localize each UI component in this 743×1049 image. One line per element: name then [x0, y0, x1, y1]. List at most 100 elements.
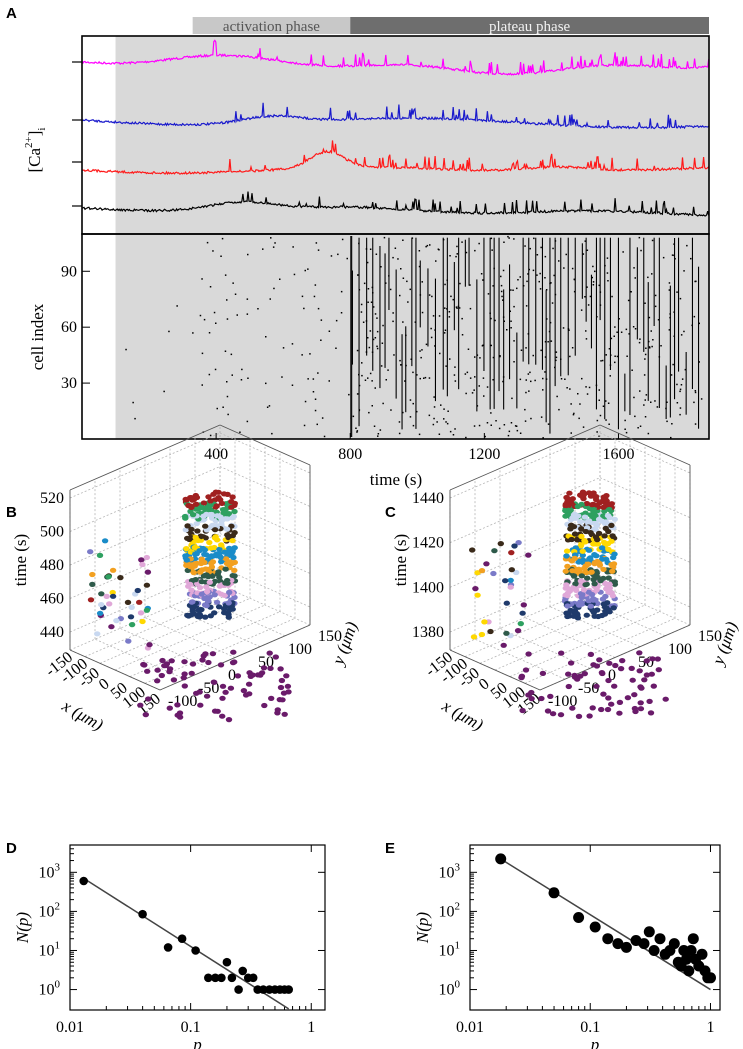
scatter-point: [221, 507, 228, 513]
raster-spike: [573, 278, 576, 281]
raster-spike: [558, 260, 560, 262]
scatter-point: [608, 701, 615, 707]
raster-spike: [672, 363, 674, 366]
raster-spike: [625, 328, 628, 331]
raster-spike: [492, 285, 494, 287]
raster-spike: [279, 278, 281, 280]
raster-spike: [262, 248, 264, 250]
raster-event: [554, 237, 556, 387]
raster-spike: [372, 306, 375, 308]
raster-spike: [624, 428, 626, 430]
raster-spike: [638, 236, 641, 239]
raster-event: [669, 285, 671, 418]
data-point: [668, 938, 680, 950]
raster-spike: [660, 345, 662, 347]
scatter-point: [595, 516, 603, 523]
box-edge: [449, 424, 601, 491]
raster-spike: [214, 368, 217, 371]
time-axis-label: time (s): [370, 470, 422, 489]
scatter-point: [609, 568, 616, 574]
raster-spike: [313, 295, 316, 298]
raster-spike: [634, 277, 636, 279]
raster-spike: [125, 348, 127, 351]
raster-spike: [227, 413, 229, 416]
raster-event: [503, 289, 505, 410]
scatter-point: [637, 706, 645, 712]
raster-spike: [452, 298, 454, 301]
scatter-point: [216, 546, 223, 552]
scatter-point: [571, 531, 579, 537]
y-tick-label: 100: [668, 641, 692, 658]
raster-spike: [265, 382, 267, 385]
x-tick-label: 1: [706, 1019, 714, 1036]
raster-spike: [465, 392, 467, 395]
scatter-point: [525, 651, 532, 657]
raster-spike: [500, 290, 503, 293]
raster-spike: [592, 265, 594, 268]
raster-spike: [544, 371, 546, 373]
raster-spike: [208, 373, 211, 376]
y-tick-label: 102: [39, 900, 61, 920]
scatter-point: [564, 603, 571, 609]
raster-spike: [679, 388, 682, 391]
z-axis-label: time (s): [391, 534, 410, 586]
raster-spike: [671, 254, 674, 256]
raster-spike: [480, 273, 483, 275]
scatter-point: [225, 717, 233, 723]
raster-spike: [567, 328, 570, 330]
raster-spike: [320, 339, 322, 341]
scatter-point: [176, 710, 184, 716]
raster-spike: [634, 415, 636, 418]
raster-spike: [439, 352, 441, 355]
raster-spike: [424, 376, 427, 379]
scatter-point: [189, 511, 197, 518]
raster-spike: [367, 377, 369, 379]
scatter-point: [474, 592, 481, 598]
raster-spike: [443, 408, 445, 410]
raster-spike: [461, 334, 464, 336]
scatter-point: [606, 506, 613, 513]
scatter-point: [197, 534, 204, 540]
floor-grid-line: [574, 595, 666, 637]
scatter-point: [563, 548, 571, 554]
scatter-point: [207, 498, 214, 504]
scatter-point: [520, 602, 527, 608]
data-point: [620, 941, 632, 953]
raster-event: [522, 237, 524, 362]
raster-event: [585, 237, 587, 322]
scatter-point: [201, 551, 208, 557]
raster-spike: [654, 400, 656, 402]
raster-spike: [532, 354, 534, 357]
scatter-point: [206, 539, 213, 546]
raster-spike: [483, 395, 485, 397]
scatter-point: [193, 501, 200, 507]
scatter-point: [96, 610, 104, 616]
raster-spike: [377, 433, 380, 435]
raster-spike: [644, 358, 646, 360]
raster-spike: [221, 237, 224, 240]
scatter-point: [569, 568, 576, 574]
scatter-point: [487, 628, 494, 635]
raster-spike: [599, 414, 602, 417]
raster-spike: [608, 348, 611, 350]
raster-spike: [529, 247, 531, 250]
raster-event: [427, 268, 429, 347]
raster-spike: [247, 377, 249, 379]
scatter-point: [472, 586, 479, 592]
raster-spike: [652, 339, 654, 341]
raster-event: [405, 326, 407, 413]
y-tick-label: 101: [39, 939, 61, 959]
raster-spike: [358, 373, 360, 376]
raster-spike: [358, 409, 360, 412]
raster-spike: [676, 291, 678, 293]
scatter-point: [87, 549, 94, 555]
raster-spike: [216, 407, 218, 410]
scatter-point: [101, 538, 109, 544]
scatter-point: [185, 502, 192, 509]
scatter-point: [193, 690, 200, 696]
raster-spike: [614, 326, 616, 328]
raster-spike: [304, 400, 307, 403]
raster-spike: [449, 430, 452, 433]
scatter-point: [266, 650, 273, 656]
trace-cell-red: [81, 140, 710, 176]
